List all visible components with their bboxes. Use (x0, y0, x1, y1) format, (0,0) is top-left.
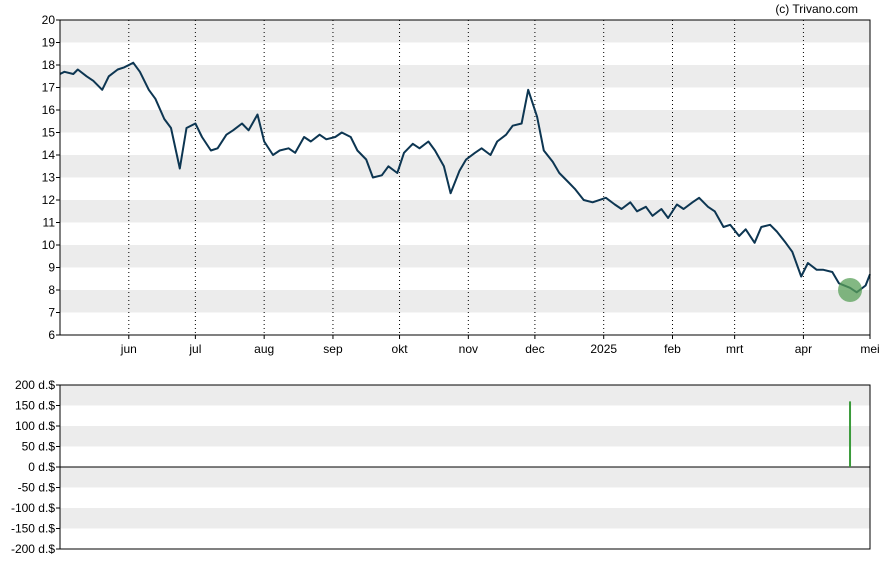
price-y-tick-label: 14 (42, 148, 56, 162)
price-y-tick-label: 7 (48, 306, 55, 320)
price-y-tick-label: 18 (42, 58, 56, 72)
price-y-tick-label: 15 (42, 126, 56, 140)
price-x-tick-label: mrt (726, 342, 744, 356)
price-band (60, 200, 870, 223)
price-line (59, 61, 871, 294)
price-band (60, 155, 870, 178)
price-y-tick-label: 8 (48, 283, 55, 297)
price-y-tick-label: 6 (48, 328, 55, 342)
credit-label: (c) Trivano.com (775, 2, 858, 16)
volume-y-tick-label: -50 d.$ (18, 481, 56, 495)
price-band (60, 110, 870, 133)
volume-y-tick-label: 150 d.$ (15, 399, 55, 413)
price-y-tick-label: 9 (48, 261, 55, 275)
volume-band (60, 385, 870, 406)
volume-panel-frame (59, 384, 871, 550)
price-x-tick-label: jul (188, 342, 201, 356)
volume-y-tick-label: -150 d.$ (11, 522, 55, 536)
price-y-tick-label: 20 (42, 13, 56, 27)
price-x-tick-label: mei (860, 342, 879, 356)
price-y-tick-label: 17 (42, 81, 56, 95)
volume-y-tick-label: 50 d.$ (22, 440, 56, 454)
price-panel-frame (59, 19, 871, 336)
volume-panel: 200 d.$ 150 d.$ 100 d.$ 50 d.$ 0 d.$ -50 d.$ -… (11, 378, 871, 556)
price-y-tick-label: 10 (42, 238, 56, 252)
price-x-tick-label: aug (254, 342, 274, 356)
price-x-tick-label: dec (525, 342, 544, 356)
price-y-tick-label: 19 (42, 36, 56, 50)
price-band (60, 290, 870, 313)
price-x-tick-label: jun (120, 342, 137, 356)
price-x-tick-label: feb (664, 342, 681, 356)
price-x-tick-label: sep (323, 342, 343, 356)
volume-y-tick-label: -200 d.$ (11, 542, 55, 556)
volume-band (60, 426, 870, 447)
price-x-tick-label: apr (795, 342, 812, 356)
price-band (60, 20, 870, 43)
volume-y-tick-label: 100 d.$ (15, 419, 55, 433)
price-x-tick-label: 2025 (590, 342, 617, 356)
volume-y-tick-label: -100 d.$ (11, 501, 55, 515)
price-y-tick-label: 13 (42, 171, 56, 185)
volume-y-tick-label: 200 d.$ (15, 378, 55, 392)
price-band (60, 65, 870, 88)
price-x-tick-label: okt (392, 342, 409, 356)
price-panel: 6 7 8 9 10 11 12 13 14 15 16 17 18 19 20 jun jul aug sep o… (42, 13, 880, 356)
volume-y-tick-label: 0 d.$ (28, 460, 55, 474)
volume-band (60, 508, 870, 529)
price-y-tick-label: 11 (43, 216, 56, 230)
price-band (60, 245, 870, 268)
price-y-tick-label: 16 (42, 103, 56, 117)
price-y-tick-label: 12 (42, 193, 56, 207)
price-x-tick-label: nov (459, 342, 478, 356)
latest-price-marker (838, 278, 863, 302)
volume-band (60, 467, 870, 488)
